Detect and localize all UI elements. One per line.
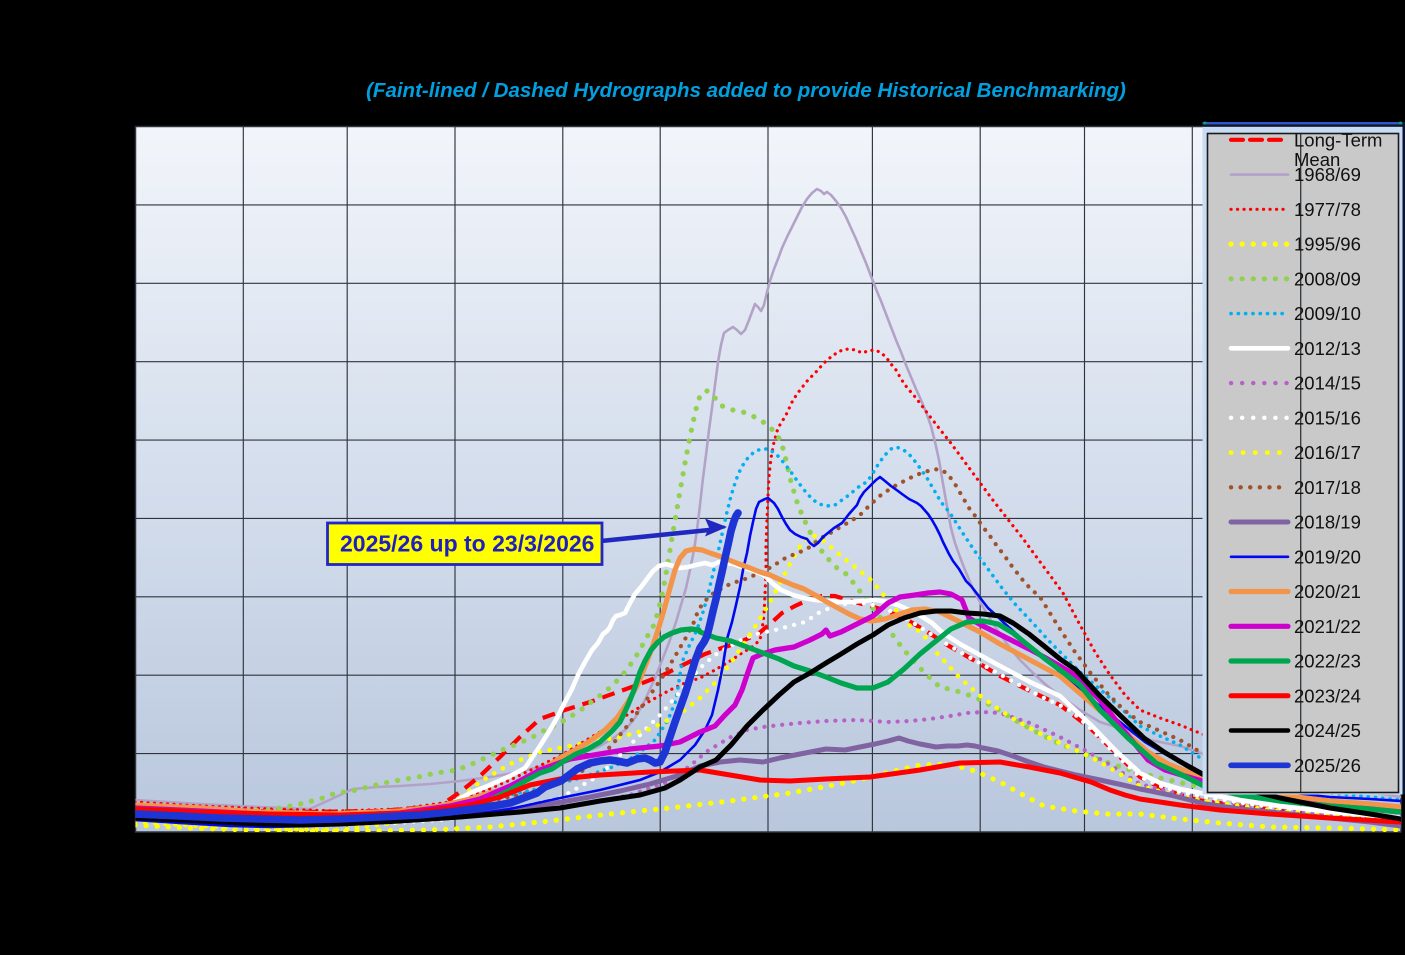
svg-text:2017/18: 2017/18 <box>1294 477 1361 498</box>
svg-text:2009/10: 2009/10 <box>1294 303 1361 324</box>
svg-text:2023/24: 2023/24 <box>1294 685 1361 706</box>
svg-text:2021/22: 2021/22 <box>1294 616 1361 637</box>
svg-text:2016/17: 2016/17 <box>1294 442 1361 463</box>
svg-text:2025/26: 2025/26 <box>1294 755 1361 776</box>
svg-text:Mean: Mean <box>1294 149 1340 170</box>
svg-text:2008/09: 2008/09 <box>1294 268 1361 289</box>
svg-text:2019/20: 2019/20 <box>1294 546 1361 567</box>
svg-text:2018/19: 2018/19 <box>1294 512 1361 533</box>
svg-text:2014/15: 2014/15 <box>1294 373 1361 394</box>
svg-text:2020/21: 2020/21 <box>1294 581 1361 602</box>
svg-text:Long-Term: Long-Term <box>1294 129 1382 150</box>
svg-text:2022/23: 2022/23 <box>1294 651 1361 672</box>
svg-text:2015/16: 2015/16 <box>1294 407 1361 428</box>
svg-text:2025/26 up to 23/3/2026: 2025/26 up to 23/3/2026 <box>340 531 594 557</box>
svg-text:1995/96: 1995/96 <box>1294 234 1361 255</box>
svg-text:1977/78: 1977/78 <box>1294 199 1361 220</box>
svg-text:2024/25: 2024/25 <box>1294 720 1361 741</box>
svg-text:2012/13: 2012/13 <box>1294 338 1361 359</box>
svg-text:(Faint-lined / Dashed Hydrogra: (Faint-lined / Dashed Hydrographs added … <box>366 79 1126 102</box>
svg-text:1968/69: 1968/69 <box>1294 164 1361 185</box>
